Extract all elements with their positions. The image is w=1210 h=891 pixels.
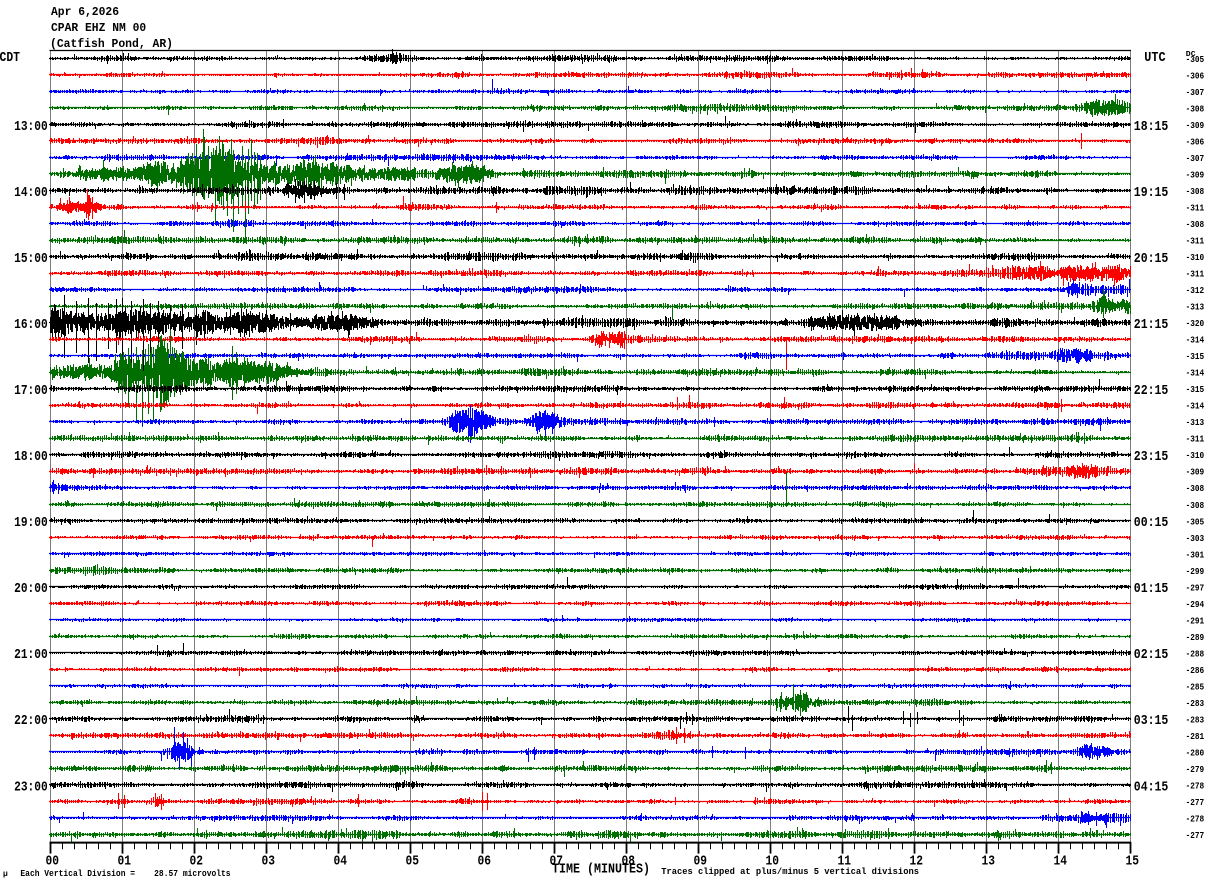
svg-text:-305: -305 [1186, 54, 1205, 65]
svg-text:-299: -299 [1186, 566, 1205, 577]
svg-text:-283: -283 [1186, 714, 1205, 725]
svg-text:03:15: 03:15 [1134, 713, 1169, 729]
svg-text:12: 12 [910, 854, 924, 870]
svg-text:03: 03 [262, 854, 276, 870]
svg-text:14:00: 14:00 [14, 185, 48, 201]
svg-text:19:15: 19:15 [1134, 185, 1169, 201]
svg-text:-311: -311 [1186, 269, 1205, 280]
svg-text:-306: -306 [1186, 136, 1205, 147]
svg-text:-288: -288 [1186, 648, 1205, 659]
svg-text:-320: -320 [1186, 318, 1205, 329]
svg-text:µ: µ [3, 870, 8, 879]
svg-text:22:00: 22:00 [14, 713, 48, 729]
svg-text:-280: -280 [1186, 747, 1205, 758]
svg-text:CDT: CDT [0, 50, 20, 66]
svg-text:-310: -310 [1186, 450, 1205, 461]
svg-text:14: 14 [1054, 854, 1068, 870]
svg-text:-313: -313 [1186, 302, 1205, 313]
svg-text:-308: -308 [1186, 186, 1205, 197]
svg-text:-301: -301 [1186, 549, 1205, 560]
svg-text:01: 01 [118, 854, 132, 870]
svg-text:-314: -314 [1186, 335, 1205, 346]
svg-text:-308: -308 [1186, 103, 1205, 114]
svg-text:-309: -309 [1186, 467, 1205, 478]
svg-text:Each Vertical Division = 28: Each Vertical Division = 28.57 microvolt… [20, 868, 230, 879]
svg-text:07: 07 [550, 854, 564, 870]
svg-text:18:00: 18:00 [14, 449, 48, 465]
svg-text:-309: -309 [1186, 120, 1205, 131]
svg-text:-310: -310 [1186, 252, 1205, 263]
svg-text:-281: -281 [1186, 731, 1205, 742]
svg-text:04: 04 [334, 854, 348, 870]
svg-text:-297: -297 [1186, 582, 1205, 593]
svg-text:00:15: 00:15 [1134, 515, 1169, 531]
svg-text:-277: -277 [1186, 830, 1205, 841]
svg-text:TIME (MINUTES): TIME (MINUTES) [552, 861, 650, 877]
svg-text:11: 11 [838, 854, 852, 870]
svg-text:-307: -307 [1186, 153, 1205, 164]
svg-text:-309: -309 [1186, 169, 1205, 180]
svg-text:23:00: 23:00 [14, 779, 48, 795]
svg-text:-303: -303 [1186, 533, 1205, 544]
svg-text:-315: -315 [1186, 351, 1205, 362]
svg-text:-312: -312 [1186, 285, 1205, 296]
svg-text:02: 02 [190, 854, 204, 870]
svg-text:09: 09 [694, 854, 708, 870]
svg-text:DC: DC [1186, 51, 1196, 59]
svg-text:UTC: UTC [1144, 50, 1166, 66]
svg-text:-314: -314 [1186, 368, 1205, 379]
svg-text:-307: -307 [1186, 87, 1205, 98]
svg-text:21:00: 21:00 [14, 647, 48, 663]
svg-text:-291: -291 [1186, 615, 1205, 626]
svg-text:-286: -286 [1186, 665, 1205, 676]
svg-text:Apr 6,2026: Apr 6,2026 [51, 5, 119, 19]
svg-text:-314: -314 [1186, 401, 1205, 412]
svg-text:23:15: 23:15 [1134, 449, 1169, 465]
svg-text:22:15: 22:15 [1134, 383, 1169, 399]
svg-text:-308: -308 [1186, 219, 1205, 230]
svg-text:08: 08 [622, 854, 636, 870]
svg-text:18:15: 18:15 [1134, 119, 1169, 135]
svg-text:-311: -311 [1186, 236, 1205, 247]
svg-text:06: 06 [478, 854, 492, 870]
svg-text:15:00: 15:00 [14, 251, 48, 267]
svg-text:19:00: 19:00 [14, 515, 48, 531]
svg-text:-311: -311 [1186, 203, 1205, 214]
svg-text:-278: -278 [1186, 780, 1205, 791]
svg-text:CPAR EHZ NM 00: CPAR EHZ NM 00 [51, 21, 146, 35]
svg-text:-289: -289 [1186, 632, 1205, 643]
svg-text:-313: -313 [1186, 417, 1205, 428]
svg-text:-294: -294 [1186, 599, 1205, 610]
svg-text:-308: -308 [1186, 500, 1205, 511]
svg-text:-278: -278 [1186, 813, 1205, 824]
svg-text:20:15: 20:15 [1134, 251, 1169, 267]
svg-text:02:15: 02:15 [1134, 647, 1169, 663]
svg-text:-308: -308 [1186, 483, 1205, 494]
svg-text:01:15: 01:15 [1134, 581, 1169, 597]
svg-text:-311: -311 [1186, 434, 1205, 445]
svg-text:21:15: 21:15 [1134, 317, 1169, 333]
svg-text:-315: -315 [1186, 384, 1205, 395]
svg-text:04:15: 04:15 [1134, 779, 1169, 795]
svg-text:17:00: 17:00 [14, 383, 48, 399]
svg-text:13:00: 13:00 [14, 119, 48, 135]
svg-text:(Catfish Pond, AR): (Catfish Pond, AR) [50, 37, 173, 51]
svg-text:20:00: 20:00 [14, 581, 48, 597]
svg-text:-279: -279 [1186, 764, 1205, 775]
svg-text:Traces clipped at plus/minus 5: Traces clipped at plus/minus 5 vertical … [661, 867, 919, 877]
svg-text:-285: -285 [1186, 681, 1205, 692]
svg-text:-283: -283 [1186, 698, 1205, 709]
svg-text:10: 10 [766, 854, 780, 870]
svg-text:-305: -305 [1186, 516, 1205, 527]
svg-text:-277: -277 [1186, 797, 1205, 808]
svg-text:05: 05 [406, 854, 420, 870]
svg-text:16:00: 16:00 [14, 317, 48, 333]
svg-text:13: 13 [982, 854, 996, 870]
svg-text:-306: -306 [1186, 70, 1205, 81]
svg-text:00: 00 [46, 854, 60, 870]
svg-text:15: 15 [1126, 854, 1140, 870]
